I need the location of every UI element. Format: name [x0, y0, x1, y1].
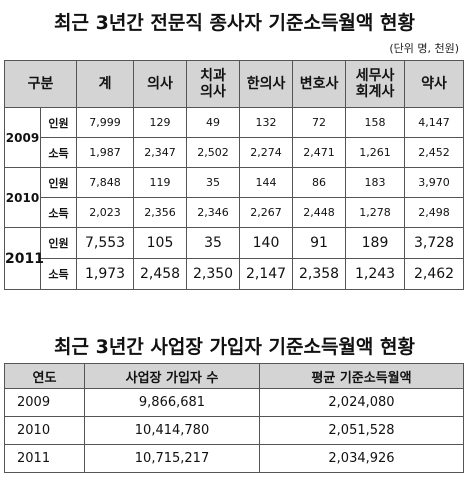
table-row: 소득 1,973 2,458 2,350 2,147 2,358 1,243 2,462	[5, 258, 465, 290]
value-cell: 132	[239, 107, 294, 138]
value-cell: 105	[133, 227, 188, 259]
header-year: 연도	[4, 363, 85, 389]
value-cell: 2,346	[186, 197, 241, 228]
header-oriental-doctor: 한의사	[239, 60, 294, 108]
table-row: 2011 인원 7,553 105 35 140 91 189 3,728	[4, 227, 465, 290]
value-cell: 2,502	[186, 137, 241, 168]
value-cell: 2,023	[76, 197, 135, 228]
value-cell: 72	[292, 107, 347, 138]
value-cell: 4,147	[404, 107, 465, 138]
value-cell: 2,462	[404, 258, 465, 290]
table2-header-row: 연도 사업장 가입자 수 평균 기준소득월액	[4, 363, 464, 389]
members-cell: 9,866,681	[84, 388, 260, 417]
row-label: 소득	[39, 258, 78, 290]
value-cell: 86	[292, 167, 347, 198]
value-cell: 2,458	[133, 258, 188, 290]
year-cell: 2009	[4, 107, 41, 168]
header-dentist: 치과 의사	[186, 60, 241, 108]
header-category: 구분	[3, 60, 78, 108]
row-label: 인원	[39, 227, 78, 259]
table-row: 2009 인원 7,999 129 49 132 72 158 4,147	[4, 107, 465, 168]
header-members: 사업장 가입자 수	[84, 363, 260, 389]
value-cell: 1,261	[345, 137, 406, 168]
table2-title: 최근 3년간 사업장 가입자 기준소득월액 현황	[54, 336, 415, 358]
value-cell: 2,147	[239, 258, 294, 290]
value-cell: 2,471	[292, 137, 347, 168]
value-cell: 158	[345, 107, 406, 138]
table-row: 소득 2,023 2,356 2,346 2,267 2,448 1,278 2,498	[5, 197, 465, 228]
table-row: 소득 1,987 2,347 2,502 2,274 2,471 1,261 2,452	[5, 137, 465, 168]
header-doctor: 의사	[133, 60, 188, 108]
unit-note: (단위 명, 천원)	[389, 42, 459, 55]
header-pharmacist: 약사	[404, 60, 465, 108]
table-row: 2010 인원 7,848 119 35 144 86 183 3,970	[4, 167, 465, 228]
value-cell: 2,358	[292, 258, 347, 290]
value-cell: 2,452	[404, 137, 465, 168]
value-cell: 3,970	[404, 167, 465, 198]
header-tax-accountant: 세무사 회계사	[345, 60, 406, 108]
value-cell: 1,973	[76, 258, 135, 290]
header-total: 계	[76, 60, 135, 108]
value-cell: 2,448	[292, 197, 347, 228]
year-cell: 2010	[4, 416, 85, 445]
workplace-members-table: 연도 사업장 가입자 수 평균 기준소득월액 2009 9,866,681 2,02…	[4, 363, 464, 473]
value-cell: 2,350	[186, 258, 241, 290]
value-cell: 7,848	[76, 167, 135, 198]
value-cell: 2,498	[404, 197, 465, 228]
value-cell: 2,347	[133, 137, 188, 168]
table-row: 2011 10,715,217 2,034,926	[4, 444, 464, 473]
value-cell: 183	[345, 167, 406, 198]
members-cell: 10,414,780	[84, 416, 260, 445]
value-cell: 1,987	[76, 137, 135, 168]
row-label: 소득	[39, 197, 78, 228]
value-cell: 129	[133, 107, 188, 138]
value-cell: 189	[345, 227, 406, 259]
value-cell: 140	[239, 227, 294, 259]
members-cell: 10,715,217	[84, 444, 260, 473]
value-cell: 35	[186, 167, 241, 198]
avg-income-cell: 2,051,528	[259, 416, 464, 445]
value-cell: 2,356	[133, 197, 188, 228]
value-cell: 1,278	[345, 197, 406, 228]
row-label: 인원	[39, 107, 78, 138]
professionals-income-table: 구분 계 의사 치과 의사 한의사 변호사 세무사 회계사 약사 2009 인원 7…	[3, 60, 465, 290]
value-cell: 7,553	[76, 227, 135, 259]
table-row: 2010 10,414,780 2,051,528	[4, 416, 464, 445]
value-cell: 7,999	[76, 107, 135, 138]
row-label: 소득	[39, 137, 78, 168]
row-label: 인원	[39, 167, 78, 198]
year-cell: 2010	[4, 167, 41, 228]
avg-income-cell: 2,034,926	[259, 444, 464, 473]
value-cell: 35	[186, 227, 241, 259]
table-row: 2009 9,866,681 2,024,080	[4, 388, 464, 417]
value-cell: 2,267	[239, 197, 294, 228]
year-cell: 2011	[4, 444, 85, 473]
header-lawyer: 변호사	[292, 60, 347, 108]
value-cell: 144	[239, 167, 294, 198]
value-cell: 119	[133, 167, 188, 198]
avg-income-cell: 2,024,080	[259, 388, 464, 417]
value-cell: 91	[292, 227, 347, 259]
value-cell: 3,728	[404, 227, 465, 259]
table1-title: 최근 3년간 전문직 종사자 기준소득월액 현황	[54, 12, 415, 34]
header-avg-income: 평균 기준소득월액	[259, 363, 464, 389]
value-cell: 1,243	[345, 258, 406, 290]
value-cell: 2,274	[239, 137, 294, 168]
year-cell: 2009	[4, 388, 85, 417]
value-cell: 49	[186, 107, 241, 138]
table1-header-row: 구분 계 의사 치과 의사 한의사 변호사 세무사 회계사 약사	[3, 60, 465, 108]
year-cell: 2011	[4, 227, 44, 290]
